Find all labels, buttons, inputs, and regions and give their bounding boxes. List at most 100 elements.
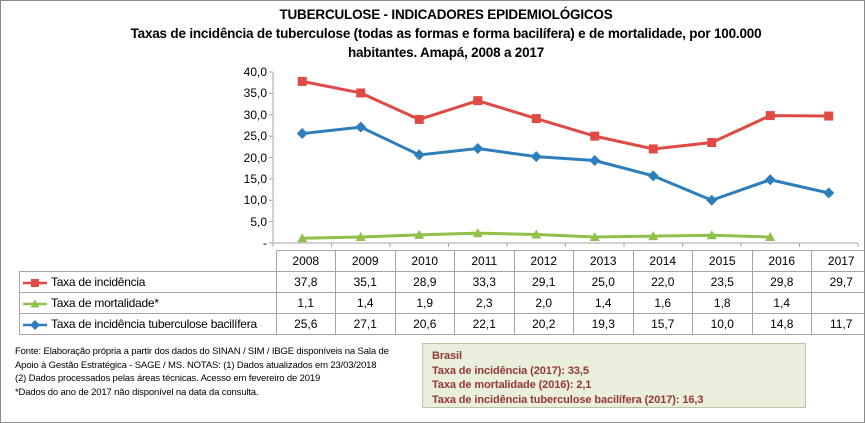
series-marker-triangle [355, 232, 366, 242]
y-tick-label: 15,0 [243, 171, 267, 186]
series-marker-diamond [296, 128, 308, 140]
series-marker-square [356, 88, 366, 98]
series-marker-triangle [297, 233, 308, 243]
table-header-year: 2011 [454, 250, 515, 272]
brasil-incidencia-line: Taxa de incidência (2017): 33,5 [432, 364, 589, 377]
legend-label-text: Taxa de incidência tuberculose bacilífer… [51, 317, 257, 331]
table-cell-value: 29,7 [811, 271, 864, 293]
footnote-line-2: Apoio à Gestão Estratégica - SAGE / MS. … [15, 359, 377, 371]
series-marker-diamond [647, 170, 659, 182]
legend-marker-diamond [23, 319, 47, 330]
brasil-reference-box: Brasil Taxa de incidência (2017): 33,5 T… [422, 343, 806, 408]
table-cell-value: 23,5 [692, 271, 753, 293]
y-tick-label: 30,0 [243, 107, 267, 122]
table-cell-value: 1,6 [632, 292, 693, 314]
table-cell-value: 20,6 [394, 313, 455, 335]
table-cell-value: 1,4 [335, 292, 396, 314]
table-cell-value: 20,2 [513, 313, 574, 335]
table-header-year: 2013 [573, 250, 634, 272]
chart-title-sub-line2: habitantes. Amapá, 2008 a 2017 [347, 45, 545, 60]
table-cell-value: 2,3 [454, 292, 515, 314]
chart-title-main: TUBERCULOSE - INDICADORES EPIDEMIOLÓGICO… [279, 7, 613, 22]
table-cell-value: 10,0 [692, 313, 753, 335]
table-cell-value: 37,8 [275, 271, 336, 293]
table-cell-value: 1,9 [394, 292, 455, 314]
table-cell-value: 1,4 [573, 292, 634, 314]
series-marker-square [414, 114, 424, 124]
legend-label-text: Taxa de mortalidade* [51, 296, 159, 310]
series-marker-square [473, 96, 483, 106]
table-cell-value: 14,8 [751, 313, 812, 335]
series-marker-square [297, 76, 307, 86]
series-marker-triangle [414, 229, 425, 239]
table-cell-value: 1,1 [275, 292, 336, 314]
table-row: Taxa de mortalidade* 1,1 1,4 1,9 2,3 2,0 1,4 1,… [19, 292, 864, 314]
legend-row-label: Taxa de incidência tuberculose bacilífer… [19, 313, 277, 335]
series-marker-diamond [589, 154, 601, 166]
table-cell-value: 15,7 [632, 313, 693, 335]
footnote-line-1: Fonte: Elaboração própria a partir dos d… [15, 346, 389, 357]
legend-marker-square [23, 278, 47, 287]
table-cell-value: 22,1 [454, 313, 515, 335]
series-line [300, 125, 831, 202]
y-axis-tick-labels: 40,0 35,0 30,0 25,0 20,0 15,0 10,0 5,0 - [197, 63, 267, 250]
series-marker-square [648, 144, 658, 154]
series-marker-triangle [472, 228, 483, 238]
table-header-year: 2015 [692, 250, 753, 272]
legend-marker-triangle [23, 299, 47, 308]
data-table: 2008 2009 2010 2011 2012 2013 2014 2015 2016 2017… [19, 250, 864, 335]
y-tick-label: 40,0 [243, 65, 267, 79]
series-line [300, 79, 831, 151]
legend-row-label: Taxa de incidência [19, 271, 277, 293]
series-marker-triangle [648, 231, 659, 241]
table-header-row: 2008 2009 2010 2011 2012 2013 2014 2015 2016 2017 [20, 250, 864, 272]
table-cell-value: 35,1 [335, 271, 396, 293]
series-marker-square [590, 131, 600, 141]
table-header-year: 2017 [811, 250, 864, 272]
table-row: Taxa de incidência 37,8 35,1 28,9 33,3 29,1 25… [19, 271, 864, 293]
footnote-block: Fonte: Elaboração própria a partir dos d… [15, 345, 410, 399]
table-cell-value [811, 292, 864, 314]
legend-label-text: Taxa de incidência [51, 275, 146, 289]
table-cell-value: 11,7 [811, 313, 864, 335]
series-marker-diamond [530, 151, 542, 163]
footnote-line-4: *Dados do ano de 2017 não disponível na … [15, 386, 259, 398]
brasil-mortalidade-line: Taxa de mortalidade (2016): 2,1 [432, 379, 592, 391]
table-cell-value: 28,9 [394, 271, 455, 293]
table-cell-value: 1,4 [751, 292, 812, 314]
table-cell-value: 25,6 [275, 313, 336, 335]
legend-row-label: Taxa de mortalidade* [19, 292, 277, 314]
y-tick-label: 5,0 [250, 214, 267, 229]
table-cell-value: 29,8 [751, 271, 812, 293]
chart-title-block: TUBERCULOSE - INDICADORES EPIDEMIOLÓGICO… [96, 5, 796, 62]
series-marker-diamond [355, 121, 367, 133]
table-header-year: 2012 [513, 250, 574, 272]
table-header-year: 2008 [275, 250, 336, 272]
table-cell-value: 33,3 [454, 271, 515, 293]
series-marker-diamond [764, 174, 776, 186]
table-cell-value: 27,1 [335, 313, 396, 335]
table-cell-value: 2,0 [513, 292, 574, 314]
y-tick-label: 20,0 [243, 150, 267, 165]
table-cell-value: 29,1 [513, 271, 574, 293]
table-cell-value: 25,0 [573, 271, 634, 293]
brasil-box-title: Brasil [432, 350, 462, 362]
y-tick-label: 10,0 [243, 193, 267, 208]
footnote-line-3: (2) Dados processados pelas áreas técnic… [15, 373, 321, 384]
table-header-year: 2016 [751, 250, 812, 272]
chart-title-sub-line1: Taxas de incidência de tuberculose (toda… [130, 26, 762, 41]
table-cell-value: 1,8 [692, 292, 753, 314]
series-marker-square [765, 111, 775, 121]
series-marker-square [824, 111, 834, 121]
y-tick-label: 35,0 [243, 86, 267, 101]
y-tick-label: - [263, 236, 267, 250]
series-marker-square [531, 114, 541, 124]
series-marker-triangle [706, 230, 717, 240]
series-marker-diamond [706, 194, 718, 206]
series-marker-triangle [589, 232, 600, 242]
table-cell-value: 19,3 [573, 313, 634, 335]
plot-area: 40,0 35,0 30,0 25,0 20,0 15,0 10,0 5,0 - [1, 63, 864, 251]
table-header-year: 2009 [335, 250, 396, 272]
series-marker-diamond [413, 149, 425, 161]
